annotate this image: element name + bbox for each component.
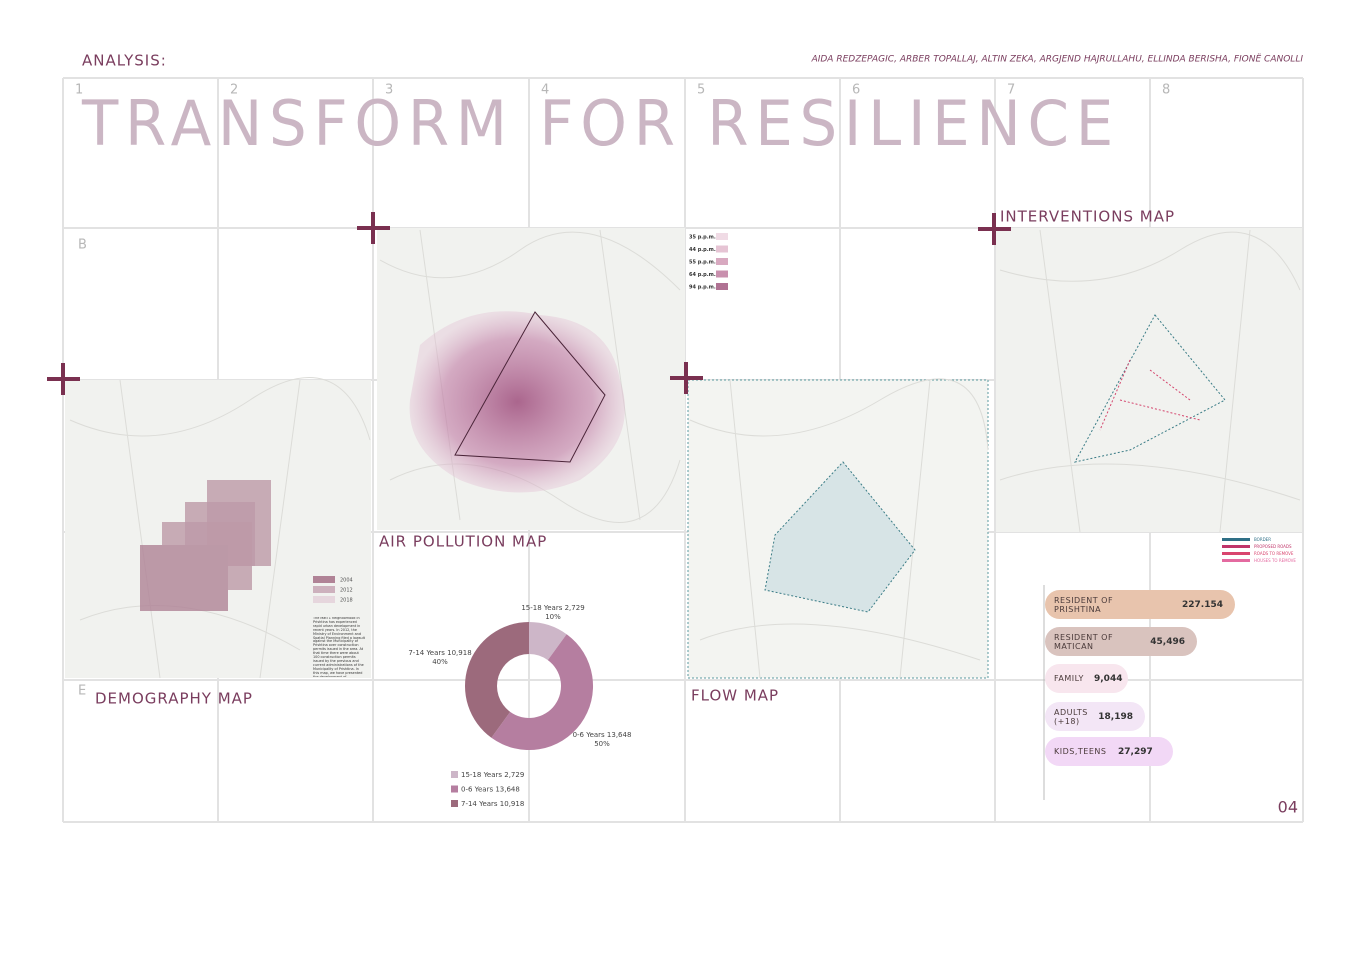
legend-label: 2012 (340, 588, 353, 594)
stat-value: 9,044 (1094, 674, 1122, 684)
map-areas (65, 228, 1302, 679)
legend-swatch (716, 233, 728, 240)
section-label: ANALYSIS: (82, 52, 167, 70)
stat-label: KIDS,TEENS (1054, 747, 1106, 756)
column-number: 7 (1007, 83, 1015, 98)
column-number: 1 (75, 83, 83, 98)
map-title: DEMOGRAPHY MAP (95, 690, 253, 708)
donut-segment (529, 622, 567, 661)
donut-label: 0-6 Years 13,648 (573, 731, 632, 739)
donut-percent: 10% (545, 613, 561, 621)
row-letter: B (78, 238, 87, 253)
donut-label: 15-18 Years 2,729 (521, 604, 584, 612)
legend-swatch (716, 270, 728, 278)
stat-pill (1045, 664, 1128, 693)
stat-pill (1045, 590, 1235, 619)
column-number: 8 (1162, 83, 1170, 98)
legend-label: 44 p.p.m. (689, 247, 716, 253)
stat-value: 45,496 (1150, 637, 1185, 647)
column-number: 4 (541, 83, 549, 98)
legend-swatch (1222, 538, 1250, 541)
intervention-area (1074, 314, 1226, 463)
interventions-map (996, 228, 1302, 532)
legend-swatch (313, 596, 335, 603)
map-title: FLOW MAP (691, 687, 779, 705)
legend-label: 94 p.p.m. (689, 285, 716, 291)
area-border (454, 311, 606, 463)
column-number: 3 (385, 83, 393, 98)
legend-label: 55 p.p.m. (689, 260, 716, 266)
donut-percent: 50% (594, 740, 610, 748)
column-number: 2 (230, 83, 238, 98)
legend-label: 64 p.p.m. (689, 272, 716, 278)
legend-swatch (313, 576, 335, 583)
stat-pill (1045, 702, 1145, 731)
legend-swatch (1222, 552, 1250, 555)
legend-label: 35 p.p.m. (689, 235, 716, 241)
legend-label: 7-14 Years 10,918 (461, 800, 524, 808)
legend-swatch (451, 771, 458, 778)
crosses (47, 212, 1011, 395)
pollution-cloud (409, 311, 625, 493)
legend-label: HOUSES TO REMOVE (1254, 558, 1296, 563)
legend-swatch (1222, 545, 1250, 548)
column-number: 5 (697, 83, 705, 98)
legend-swatch (451, 785, 458, 793)
legend-swatch (716, 258, 728, 265)
main-title: TRANSFORM FOR RESILIENCE (81, 87, 1120, 160)
stat-value: 227.154 (1182, 600, 1223, 610)
stat-value: 18,198 (1098, 712, 1133, 722)
donut-label: 7-14 Years 10,918 (408, 649, 471, 657)
map-title: AIR POLLUTION MAP (379, 533, 547, 551)
legend-swatch (716, 245, 728, 253)
map-title: INTERVENTIONS MAP (1000, 208, 1175, 226)
donut-percent: 40% (432, 658, 448, 666)
stat-label: FAMILY (1054, 674, 1084, 683)
stat-label: RESIDENT OF MATICAN (1054, 633, 1113, 651)
legend-label: 2004 (340, 578, 353, 584)
legend-swatch (1222, 559, 1250, 562)
donut-segment (491, 634, 594, 751)
donut-segment (464, 622, 529, 738)
note-text: The Mati 1 neighborhood in Prishtina has… (313, 617, 365, 677)
stat-label: RESIDENT OF PRISHTINA (1054, 596, 1113, 614)
stat-pill (1045, 737, 1173, 766)
legend-label: PROPOSED ROADS (1254, 544, 1292, 549)
stat-label: ADULTS (+18) (1054, 708, 1088, 726)
authors: AIDA REDZEPAGIC, ARBER TOPALLAJ, ALTIN Z… (811, 54, 1304, 65)
legend-label: 2018 (340, 598, 353, 604)
demography-squares (140, 480, 271, 611)
flow-area (764, 461, 916, 613)
demography-note: The Mati 1 neighborhood in Prishtina has… (313, 617, 365, 677)
legend-swatch (716, 283, 728, 290)
legend-label: BORDER (1254, 537, 1271, 542)
legend-swatch (313, 586, 335, 593)
stat-pill (1045, 627, 1197, 656)
legend-label: 0-6 Years 13,648 (461, 786, 520, 794)
legend-swatch (451, 800, 458, 807)
legend-label: ROADS TO REMOVE (1254, 551, 1294, 556)
row-letter: E (78, 684, 86, 699)
legend-label: 15-18 Years 2,729 (461, 771, 524, 779)
stat-value: 27,297 (1118, 747, 1153, 757)
page-number: 04 (1278, 798, 1298, 817)
column-number: 6 (852, 83, 860, 98)
